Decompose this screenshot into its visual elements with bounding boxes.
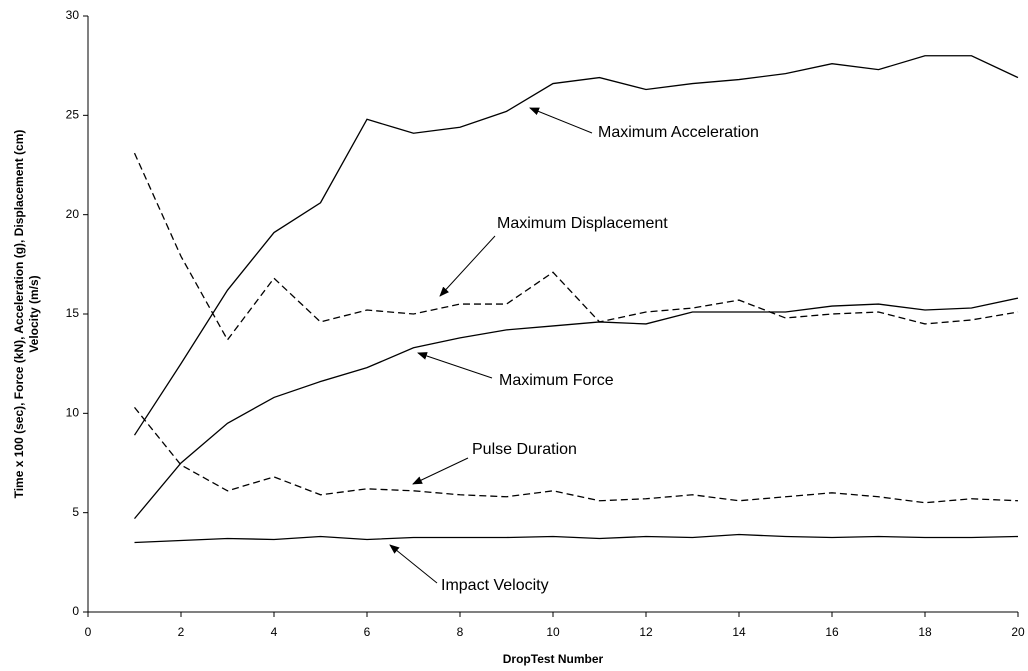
x-tick-label: 20: [1011, 625, 1025, 639]
x-tick-label: 8: [457, 625, 464, 639]
x-axis-label: DropTest Number: [503, 652, 604, 666]
y-axis-label: Velocity (m/s): [27, 275, 41, 352]
x-tick-label: 16: [825, 625, 839, 639]
x-tick-label: 14: [732, 625, 746, 639]
y-tick-label: 20: [66, 207, 80, 221]
series-label: Maximum Displacement: [497, 215, 668, 232]
x-tick-label: 4: [271, 625, 278, 639]
annotation-arrow: [412, 457, 469, 485]
annotation-arrow: [389, 544, 438, 584]
annotation-arrow: [529, 107, 593, 134]
series-line: [133, 152, 1019, 342]
series-label: Maximum Acceleration: [598, 124, 759, 141]
y-tick-label: 10: [66, 406, 80, 420]
x-tick-label: 12: [639, 625, 653, 639]
series-label: Impact Velocity: [441, 577, 549, 594]
x-tick-label: 18: [918, 625, 932, 639]
x-tick-label: 6: [364, 625, 371, 639]
series-label: Maximum Force: [499, 372, 614, 389]
x-tick-label: 10: [546, 625, 560, 639]
annotation-arrow: [439, 235, 496, 297]
y-tick-label: 30: [66, 8, 80, 22]
x-tick-label: 2: [178, 625, 185, 639]
y-axis-label: Time x 100 (sec), Force (kN), Accelerati…: [12, 130, 26, 499]
series-line: [133, 55, 1019, 436]
y-tick-label: 5: [72, 505, 79, 519]
annotation-arrow: [417, 352, 493, 379]
y-tick-label: 15: [66, 306, 80, 320]
series-label: Pulse Duration: [472, 441, 577, 458]
y-tick-label: 0: [72, 604, 79, 618]
series-line: [134, 533, 1019, 544]
series-line: [134, 297, 1019, 520]
y-tick-label: 25: [66, 108, 80, 122]
x-tick-label: 0: [85, 625, 92, 639]
